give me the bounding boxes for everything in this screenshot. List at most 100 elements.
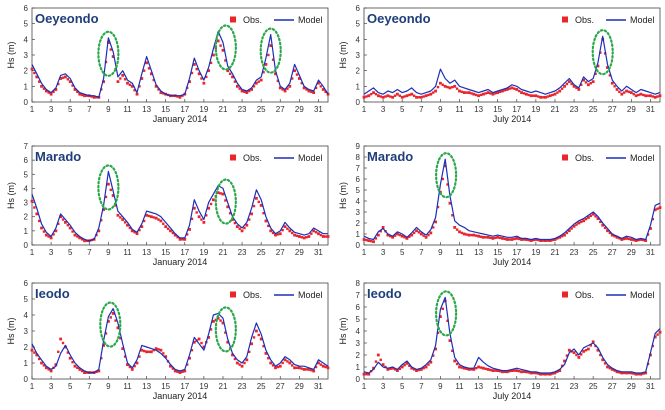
x-tick-label: 27 [276,105,285,114]
observed-point [460,366,464,369]
observed-point [458,365,461,369]
observed-point [219,319,222,322]
observed-point [656,333,659,336]
observed-point [443,84,447,88]
observed-point [537,238,540,242]
observed-point [629,371,633,375]
observed-point [520,238,523,241]
observed-point [510,86,514,90]
observed-point [207,336,211,339]
observed-point [183,237,187,241]
observed-point [73,233,77,237]
observed-point [245,223,249,227]
observed-point [190,349,194,352]
observed-point [369,239,373,243]
observed-point [83,94,86,98]
observed-point [653,208,657,212]
observed-point [570,227,573,230]
legend-observed-label: Obs. [575,290,594,300]
observed-point [429,92,433,96]
observed-point [142,219,146,223]
x-tick-label: 25 [257,105,266,114]
observed-point [539,372,543,376]
observed-point [126,363,129,366]
observed-point [594,215,597,218]
observed-point [622,371,626,375]
observed-point [297,235,301,238]
x-tick-label: 21 [219,382,228,391]
observed-point [37,357,41,361]
legend-observed-label: Obs. [243,290,262,300]
observed-point [477,365,480,369]
observed-point [209,61,213,65]
y-tick-label: 6 [24,156,29,165]
observed-point [591,212,595,216]
observed-point [202,81,206,85]
observed-point [376,353,380,357]
observed-point [634,372,638,376]
observed-point [505,88,509,91]
observed-point [546,95,550,98]
observed-point [479,235,483,238]
observed-point [374,360,378,363]
observed-point [560,87,564,90]
observed-point [259,78,263,82]
observed-point [233,221,237,225]
x-tick-label: 23 [570,248,579,257]
observed-point [494,92,497,95]
x-tick-label: 17 [512,105,521,114]
observed-point [207,69,211,73]
station-name: Ieodo [367,286,402,301]
observed-point [510,369,514,372]
y-tick-label: 4 [24,311,29,320]
y-tick-label: 4 [356,35,361,44]
observed-point [494,369,497,372]
observed-point [154,84,158,88]
x-tick-label: 17 [512,382,521,391]
observed-point [281,228,284,232]
observed-point [577,88,581,91]
x-tick-label: 23 [238,105,247,114]
observed-point [73,364,77,368]
observed-point [467,233,471,237]
observed-point [563,84,566,88]
observed-point [372,366,375,370]
y-axis-label: Hs (m) [6,182,16,209]
observed-point [622,91,626,94]
observed-point [646,94,650,97]
observed-point [209,202,213,206]
x-tick-label: 23 [238,382,247,391]
legend-observed-label: Obs. [243,15,262,25]
observed-point [610,368,614,371]
observed-point [422,367,425,370]
observed-point [544,372,547,376]
observed-point [591,80,595,84]
observed-point [419,368,423,371]
y-tick-label: 7 [24,142,29,151]
observed-point [102,208,106,212]
observed-point [627,90,631,94]
observed-point [446,85,449,89]
observed-point [133,231,136,234]
observed-point [443,164,447,168]
observed-point [489,236,492,240]
observed-point [119,337,122,340]
observed-point [33,71,36,75]
observed-point [262,345,265,348]
observed-point [231,353,234,357]
x-tick-label: 5 [68,382,73,391]
observed-point [197,72,201,76]
y-tick-label: 4 [24,35,29,44]
observed-point [121,218,125,221]
x-tick-label: 31 [646,248,655,257]
observed-point [629,91,633,94]
y-tick-label: 7 [356,164,361,173]
y-tick-label: 1 [356,363,361,372]
observed-point [262,71,265,74]
observed-point [271,231,275,235]
observed-point [106,320,110,323]
observed-point [417,96,421,99]
observed-point [66,78,70,81]
observed-point [133,89,136,92]
observed-point [49,92,53,96]
